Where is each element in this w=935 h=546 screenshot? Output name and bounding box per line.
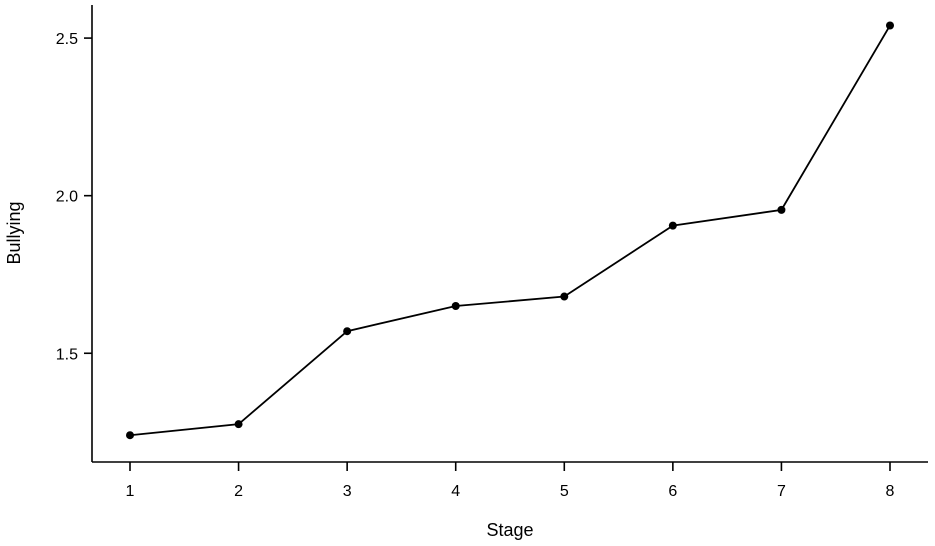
data-point bbox=[777, 205, 786, 214]
data-point bbox=[126, 431, 134, 440]
x-tick-label: 8 bbox=[886, 483, 895, 500]
data-point bbox=[234, 420, 243, 429]
y-tick-label: 2.5 bbox=[56, 31, 78, 48]
data-point bbox=[668, 221, 677, 230]
x-tick-label: 4 bbox=[451, 483, 460, 500]
y-tick-label: 2.0 bbox=[56, 189, 78, 206]
x-tick-label: 5 bbox=[560, 483, 569, 500]
x-tick-label: 1 bbox=[126, 483, 135, 500]
data-point bbox=[886, 21, 894, 30]
x-tick-label: 6 bbox=[668, 483, 677, 500]
x-tick-label: 3 bbox=[343, 483, 352, 500]
x-tick-label: 7 bbox=[777, 483, 786, 500]
series-line bbox=[129, 25, 891, 437]
x-tick-label: 2 bbox=[234, 483, 243, 500]
data-point bbox=[560, 292, 569, 301]
data-point bbox=[343, 327, 352, 336]
series-layer bbox=[126, 21, 894, 440]
x-axis-title: Stage bbox=[486, 520, 533, 540]
y-tick-label: 1.5 bbox=[56, 346, 78, 363]
x-axis-ticks: 1 2 3 4 5 6 7 8 bbox=[126, 462, 895, 500]
y-axis-ticks: 1.5 2.0 2.5 bbox=[56, 31, 92, 363]
data-point bbox=[451, 301, 460, 310]
y-axis-title: Bullying bbox=[4, 201, 24, 264]
